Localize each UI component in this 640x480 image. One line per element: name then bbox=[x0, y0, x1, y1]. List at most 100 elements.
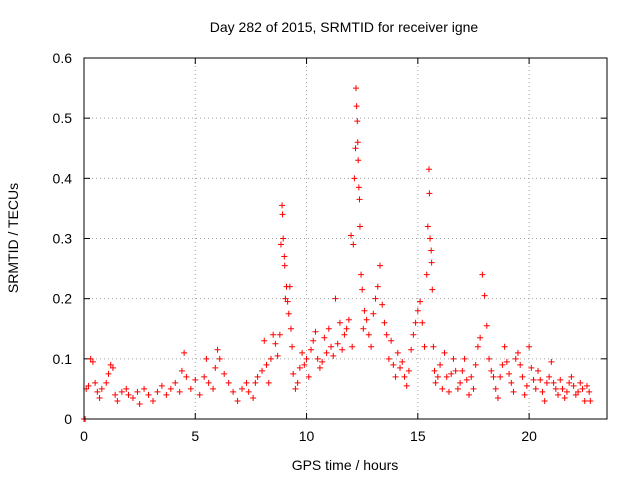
data-point bbox=[270, 331, 277, 338]
data-point bbox=[323, 349, 330, 356]
data-point bbox=[354, 139, 361, 146]
data-point bbox=[314, 355, 321, 362]
data-point bbox=[352, 85, 359, 92]
data-point bbox=[350, 241, 357, 248]
data-point bbox=[577, 379, 584, 386]
data-point bbox=[98, 385, 105, 392]
data-point bbox=[92, 379, 99, 386]
data-point bbox=[423, 271, 430, 278]
data-point bbox=[109, 364, 116, 371]
data-point bbox=[535, 367, 542, 374]
data-point bbox=[550, 379, 557, 386]
data-point bbox=[376, 262, 383, 269]
data-point bbox=[205, 379, 212, 386]
data-point bbox=[345, 316, 352, 323]
data-point bbox=[303, 355, 310, 362]
data-point bbox=[425, 166, 432, 173]
data-point bbox=[468, 373, 475, 380]
data-point bbox=[575, 388, 582, 395]
data-point bbox=[474, 343, 481, 350]
data-point bbox=[356, 223, 363, 230]
data-point bbox=[272, 340, 279, 347]
data-point bbox=[87, 355, 94, 362]
data-point bbox=[276, 331, 283, 338]
data-point bbox=[410, 331, 417, 338]
data-point bbox=[532, 385, 539, 392]
data-point bbox=[486, 355, 493, 362]
data-point bbox=[187, 385, 194, 392]
data-point bbox=[301, 361, 308, 368]
data-point bbox=[368, 343, 375, 350]
data-point bbox=[579, 385, 586, 392]
data-point bbox=[234, 397, 241, 404]
data-point bbox=[370, 310, 377, 317]
data-point bbox=[203, 355, 210, 362]
x-tick-label: 15 bbox=[410, 428, 426, 444]
x-tick-label: 0 bbox=[80, 428, 88, 444]
data-point bbox=[537, 376, 544, 383]
data-point bbox=[123, 385, 130, 392]
data-point bbox=[319, 358, 326, 365]
data-point bbox=[118, 388, 125, 395]
data-point bbox=[277, 241, 284, 248]
data-point bbox=[470, 385, 477, 392]
data-point bbox=[282, 295, 289, 302]
y-tick-label: 0.1 bbox=[53, 351, 73, 367]
data-point bbox=[305, 373, 312, 380]
data-point bbox=[296, 364, 303, 371]
data-point bbox=[519, 373, 526, 380]
data-point bbox=[355, 157, 362, 164]
data-point bbox=[539, 388, 546, 395]
data-point bbox=[512, 355, 519, 362]
data-point bbox=[431, 367, 438, 374]
data-point bbox=[372, 295, 379, 302]
data-point bbox=[105, 370, 112, 377]
data-point bbox=[149, 397, 156, 404]
data-point bbox=[526, 343, 533, 350]
data-point bbox=[294, 379, 301, 386]
data-point bbox=[443, 373, 450, 380]
data-point bbox=[167, 385, 174, 392]
data-point bbox=[85, 382, 92, 389]
data-point bbox=[437, 361, 444, 368]
x-tick-label: 10 bbox=[299, 428, 315, 444]
data-point bbox=[325, 325, 332, 332]
y-tick-label: 0 bbox=[64, 411, 72, 427]
data-point bbox=[259, 367, 266, 374]
data-point bbox=[210, 385, 217, 392]
data-point bbox=[212, 364, 219, 371]
data-point bbox=[225, 379, 232, 386]
data-point bbox=[397, 364, 404, 371]
data-point bbox=[321, 334, 328, 341]
y-axis-label: SRMTID / TECUs bbox=[5, 183, 21, 293]
data-point bbox=[353, 103, 360, 110]
data-point bbox=[421, 343, 428, 350]
data-point bbox=[483, 322, 490, 329]
data-point bbox=[543, 379, 550, 386]
data-point bbox=[281, 262, 288, 269]
data-point bbox=[514, 349, 521, 356]
data-point bbox=[341, 331, 348, 338]
data-point bbox=[243, 379, 250, 386]
data-point bbox=[541, 397, 548, 404]
data-point bbox=[587, 397, 594, 404]
data-point bbox=[445, 388, 452, 395]
data-point bbox=[401, 373, 408, 380]
data-point bbox=[517, 361, 524, 368]
data-point bbox=[265, 379, 272, 386]
data-point bbox=[360, 325, 367, 332]
data-point bbox=[279, 211, 286, 218]
data-point bbox=[172, 379, 179, 386]
data-point bbox=[145, 391, 152, 398]
data-point bbox=[312, 328, 319, 335]
data-point bbox=[429, 286, 436, 293]
data-point bbox=[114, 397, 121, 404]
data-point bbox=[310, 337, 317, 344]
data-point bbox=[428, 259, 435, 266]
data-point bbox=[385, 355, 392, 362]
data-point bbox=[405, 367, 412, 374]
data-point bbox=[427, 235, 434, 242]
data-point bbox=[390, 361, 397, 368]
data-point bbox=[488, 367, 495, 374]
data-point bbox=[563, 388, 570, 395]
